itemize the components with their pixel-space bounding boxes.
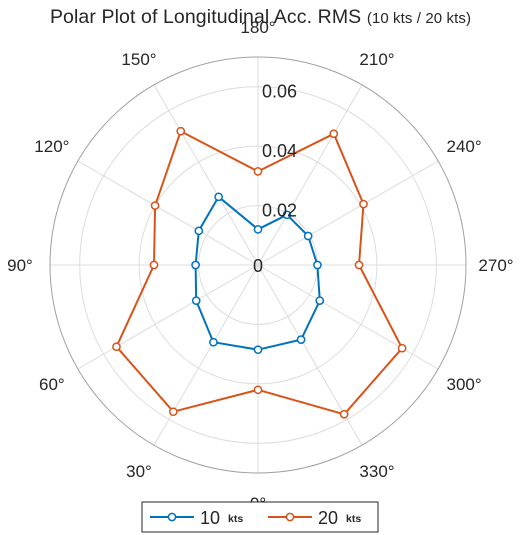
theta-tick-label: 60° bbox=[39, 375, 65, 394]
theta-tick-label: 210° bbox=[359, 50, 394, 69]
theta-tick-label: 30° bbox=[126, 462, 152, 481]
chart-title-main: Polar Plot of Longitudinal Acc. RMS bbox=[49, 6, 362, 28]
legend-series-name: 10 bbox=[200, 508, 220, 528]
chart-title-suffix: (10 kts / 20 kts) bbox=[366, 10, 472, 27]
r-tick-label: 0.04 bbox=[262, 141, 297, 161]
data-point bbox=[253, 385, 263, 395]
theta-gridline bbox=[77, 264, 259, 370]
theta-gridline bbox=[77, 160, 259, 266]
theta-tick-label: 270° bbox=[478, 256, 513, 275]
theta-gridline bbox=[257, 160, 439, 266]
theta-gridline bbox=[257, 264, 439, 370]
data-point bbox=[397, 343, 407, 353]
data-point bbox=[329, 129, 339, 139]
theta-tick-label: 240° bbox=[447, 137, 482, 156]
data-point bbox=[253, 345, 263, 355]
legend: 10 kts 20 kts bbox=[141, 501, 379, 533]
data-point bbox=[339, 409, 349, 419]
theta-tick-label: 90° bbox=[7, 256, 33, 275]
data-point bbox=[313, 260, 322, 270]
chart-title: Polar Plot of Longitudinal Acc. RMS (10 … bbox=[0, 6, 521, 29]
r-gridline bbox=[79, 86, 437, 444]
r-tick-labels: 0 0.02 0.04 0.06 bbox=[253, 82, 297, 276]
data-point bbox=[315, 296, 325, 306]
data-point bbox=[359, 199, 368, 209]
theta-gridline bbox=[257, 264, 363, 446]
data-point bbox=[191, 296, 201, 306]
theta-tick-label: 180° bbox=[240, 18, 275, 37]
data-point bbox=[209, 337, 218, 347]
legend-item: 10 kts bbox=[150, 508, 243, 528]
legend-swatch-marker bbox=[167, 512, 177, 522]
r-tick-label: 0.02 bbox=[262, 201, 297, 221]
data-point bbox=[194, 226, 204, 236]
data-point bbox=[282, 210, 292, 220]
legend-series-name: 20 bbox=[318, 508, 338, 528]
r-tick-label: 0.06 bbox=[262, 82, 297, 102]
data-series bbox=[112, 126, 407, 419]
theta-gridline bbox=[153, 84, 259, 266]
theta-tick-label: 150° bbox=[121, 50, 156, 69]
r-gridline bbox=[138, 145, 378, 385]
data-point bbox=[112, 342, 121, 352]
r-tick-label: 0 bbox=[253, 256, 263, 276]
legend-swatch-marker bbox=[285, 512, 295, 522]
data-point bbox=[168, 407, 178, 417]
legend-series-unit: kts bbox=[228, 513, 243, 525]
data-point bbox=[149, 260, 159, 270]
legend-series-unit: kts bbox=[346, 513, 361, 525]
theta-gridline bbox=[257, 84, 363, 266]
data-point bbox=[214, 192, 223, 202]
data-point bbox=[176, 126, 186, 136]
polar-axis-boundary bbox=[49, 56, 467, 474]
theta-gridline bbox=[153, 264, 259, 446]
series-10-kts bbox=[191, 192, 325, 355]
data-point bbox=[303, 231, 313, 241]
theta-tick-label: 330° bbox=[359, 462, 394, 481]
theta-tick-label: 300° bbox=[447, 375, 482, 394]
legend-item: 20 kts bbox=[268, 508, 361, 528]
data-point bbox=[253, 167, 263, 176]
data-point bbox=[296, 335, 306, 344]
data-point bbox=[191, 260, 200, 270]
series-20-kts bbox=[112, 126, 407, 419]
data-point bbox=[253, 224, 263, 234]
data-point bbox=[150, 201, 160, 210]
data-point bbox=[354, 260, 364, 270]
theta-tick-label: 120° bbox=[34, 137, 69, 156]
